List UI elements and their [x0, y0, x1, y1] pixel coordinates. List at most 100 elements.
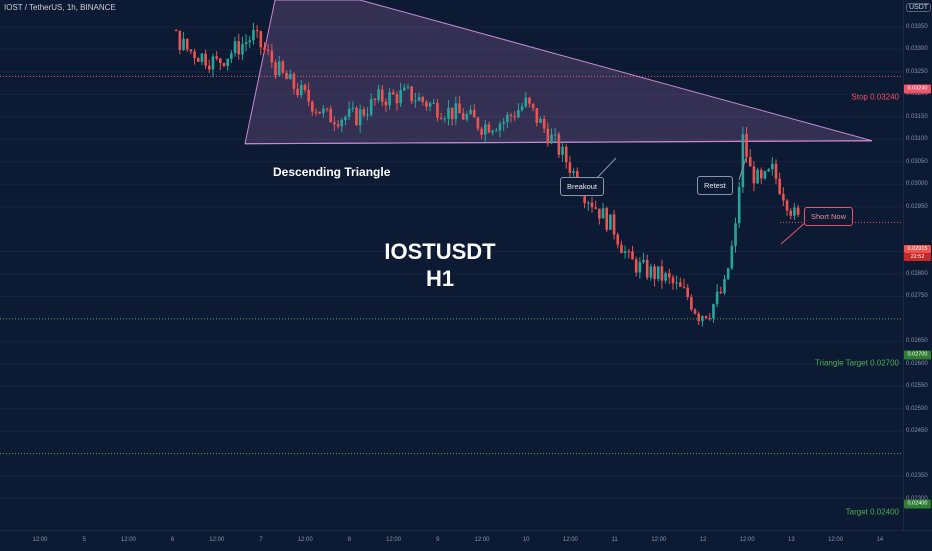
time-tick-6: 12:00	[297, 537, 313, 543]
candle-body	[285, 72, 288, 80]
candle-body	[259, 31, 263, 48]
candle-body	[620, 244, 623, 254]
candle-body	[421, 97, 425, 102]
candle-body	[450, 107, 454, 120]
candle-body	[207, 65, 211, 70]
time-tick-11: 10	[522, 537, 530, 543]
candle-body	[417, 97, 421, 101]
candle-body	[645, 260, 649, 278]
candle-body	[712, 304, 715, 319]
candle-body	[296, 88, 299, 96]
target-price-tag: 0.02400	[904, 499, 931, 509]
candle-body	[704, 316, 708, 318]
price-tick-14: 0.02550	[906, 383, 928, 390]
price-tick-3: 0.03200	[906, 91, 928, 98]
candle-body	[763, 171, 767, 179]
candle-body	[726, 268, 730, 280]
price-tick-17: 0.02350	[906, 473, 928, 480]
countdown-tag: 22:52	[904, 253, 931, 261]
candle-body	[325, 108, 329, 110]
candle-body	[653, 266, 656, 280]
candle-body	[483, 124, 487, 135]
candle-body	[789, 210, 793, 216]
candle-body	[564, 146, 568, 163]
candle-body	[380, 89, 384, 102]
candle-body	[627, 251, 631, 253]
candle-body	[193, 51, 196, 59]
candle-body	[322, 108, 325, 114]
candle-body	[270, 51, 274, 63]
candle-body	[550, 134, 553, 144]
candle-body	[189, 49, 193, 52]
candle-body	[454, 103, 458, 120]
candle-body	[230, 53, 233, 59]
candle-body	[491, 130, 494, 133]
candle-body	[723, 279, 726, 294]
currency-selector[interactable]: USDT	[906, 3, 932, 12]
stop-level-label: Stop 0.03240	[851, 92, 899, 102]
candle-body	[241, 44, 244, 55]
price-tick-16: 0.02450	[906, 428, 928, 435]
candle-body	[745, 134, 748, 158]
candle-body	[222, 63, 226, 66]
candle-body	[362, 109, 366, 116]
time-tick-16: 12:00	[739, 537, 755, 543]
breakout-callout: Breakout	[560, 177, 605, 196]
price-tick-1: 0.03300	[906, 46, 928, 53]
time-tick-5: 7	[259, 537, 263, 543]
candle-body	[281, 61, 285, 73]
candle-body	[553, 134, 557, 136]
candle-body	[557, 134, 561, 155]
price-tick-2: 0.03250	[906, 68, 928, 75]
chart-title-symbol: IOSTUSDT	[384, 239, 496, 264]
candle-body	[782, 193, 785, 201]
candle-body	[377, 89, 380, 101]
candle-body	[667, 273, 671, 278]
time-tick-10: 12:00	[474, 537, 490, 543]
retest-callout: Retest	[697, 176, 733, 195]
candle-body	[307, 89, 310, 102]
candle-body	[358, 109, 362, 126]
price-tick-12: 0.02650	[906, 338, 928, 345]
callout-connectors	[594, 157, 807, 245]
time-tick-18: 12:00	[828, 537, 844, 543]
candle-body	[233, 41, 237, 54]
candle-body	[793, 207, 796, 216]
candle-body	[701, 316, 704, 322]
candle-body	[311, 101, 314, 112]
symbol-info: IOST / TetherUS, 1h, BINANCE	[4, 3, 116, 12]
candle-body	[748, 157, 752, 167]
candle-body	[384, 101, 388, 106]
current-price-tag: 0.02915	[904, 245, 931, 253]
candle-body	[344, 116, 347, 120]
time-axis[interactable]	[0, 530, 932, 551]
candle-body	[406, 86, 410, 88]
candle-body	[476, 117, 480, 129]
candle-body	[465, 114, 469, 120]
time-tick-1: 5	[82, 537, 86, 543]
time-tick-12: 12:00	[562, 537, 578, 543]
candle-body	[399, 90, 402, 104]
time-tick-19: 14	[876, 537, 884, 543]
time-tick-13: 11	[611, 537, 618, 543]
candle-body	[509, 114, 513, 116]
candle-body	[697, 313, 701, 322]
candle-body	[178, 30, 182, 50]
candle-body	[366, 114, 369, 116]
candle-body	[572, 171, 575, 173]
candle-body	[447, 107, 450, 119]
callout-connector-2	[780, 221, 807, 245]
price-tick-0: 0.03350	[906, 23, 928, 30]
candle-body	[314, 111, 318, 113]
candle-body	[292, 73, 296, 89]
candle-body	[601, 208, 605, 219]
candle-body	[252, 30, 255, 41]
candle-body	[778, 178, 781, 194]
candle-body	[226, 58, 229, 66]
price-axis[interactable]	[903, 0, 932, 530]
candle-body	[391, 92, 395, 95]
candle-body	[638, 262, 642, 273]
time-tick-8: 12:00	[386, 537, 402, 543]
price-tick-15: 0.02500	[906, 405, 928, 412]
